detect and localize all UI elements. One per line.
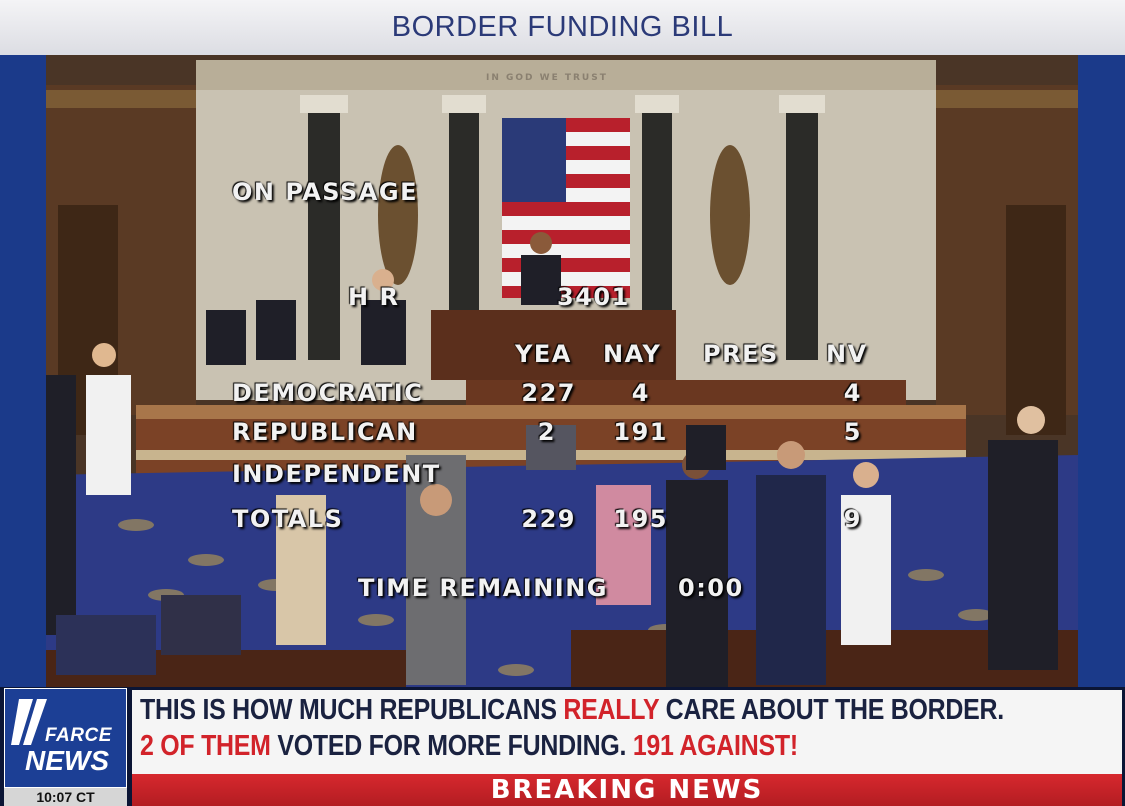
broadcast-clock: 10:07 CT [4,788,127,806]
headline-1-part-b: CARE ABOUT THE BORDER. [658,694,1005,726]
headline-2-emphasis-2: 191 AGAINST! [632,730,798,762]
chamber-scene-graphic [46,55,1078,687]
headline-line-2: 2 OF THEM VOTED FOR MORE FUNDING. 191 AG… [140,730,798,763]
headline-1-part-a: THIS IS HOW MUCH REPUBLICANS [140,694,564,726]
headline-box [132,690,1122,774]
logo-top-text: FARCE [45,725,112,746]
frame-left [0,55,46,687]
logo-slash-icon [11,699,47,745]
headline-line-1: THIS IS HOW MUCH REPUBLICANS REALLY CARE… [140,694,1004,727]
headline-1-emphasis: REALLY [563,694,659,726]
logo-bottom-text: NEWS [25,745,109,776]
title-text: BORDER FUNDING BILL [391,11,734,43]
chamber-inscription: IN GOD WE TRUST [486,73,608,83]
headline-2-part-a: VOTED FOR MORE FUNDING. [270,730,633,762]
breaking-news-banner: BREAKING NEWS [132,774,1122,806]
headline-2-emphasis-1: 2 OF THEM [140,730,271,762]
frame-right [1078,55,1125,687]
title-bar: BORDER FUNDING BILL [0,0,1125,55]
chamber-video: IN GOD WE TRUST [46,55,1078,687]
network-logo: FARCE NEWS [4,688,127,788]
